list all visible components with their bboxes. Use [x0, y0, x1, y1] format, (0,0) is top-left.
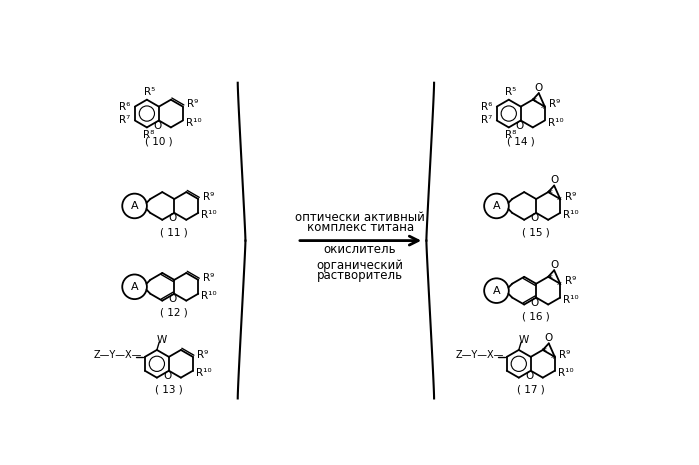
Text: комплекс титана: комплекс титана: [307, 221, 414, 234]
Text: R⁸: R⁸: [143, 130, 155, 140]
Text: *: *: [542, 347, 547, 357]
Text: органический: органический: [317, 259, 403, 272]
Text: R⁵: R⁵: [143, 87, 154, 97]
Text: A: A: [131, 201, 138, 211]
Text: *: *: [556, 196, 561, 206]
Text: оптически активный: оптически активный: [295, 211, 425, 224]
Text: O: O: [531, 298, 539, 308]
Text: O: O: [545, 333, 553, 343]
Text: O: O: [550, 175, 559, 185]
Text: Z—Y—X—: Z—Y—X—: [94, 350, 142, 360]
Text: A: A: [493, 286, 500, 296]
Text: *: *: [532, 97, 537, 107]
Text: R⁹: R⁹: [565, 276, 576, 286]
Text: O: O: [164, 371, 171, 381]
Text: O: O: [550, 260, 559, 270]
Text: A: A: [493, 201, 500, 211]
Text: R¹⁰: R¹⁰: [201, 291, 217, 301]
Text: *: *: [556, 281, 561, 291]
Text: R⁹: R⁹: [197, 350, 208, 359]
Text: R¹⁰: R¹⁰: [196, 368, 212, 378]
Text: Z—Y—X—: Z—Y—X—: [456, 350, 504, 360]
Text: O: O: [168, 213, 177, 223]
Text: ( 16 ): ( 16 ): [522, 312, 550, 322]
Text: *: *: [541, 104, 546, 114]
Text: R⁶: R⁶: [481, 102, 493, 112]
Text: R⁹: R⁹: [559, 350, 570, 359]
Text: R⁷: R⁷: [481, 115, 492, 126]
Text: R¹⁰: R¹⁰: [563, 295, 579, 305]
Text: O: O: [531, 213, 539, 223]
Text: R⁹: R⁹: [203, 272, 214, 283]
Text: O: O: [168, 294, 177, 304]
Text: W: W: [519, 335, 529, 345]
Text: ( 17 ): ( 17 ): [517, 385, 545, 395]
Text: O: O: [515, 121, 524, 131]
Text: R⁵: R⁵: [505, 87, 517, 97]
Text: R⁹: R⁹: [549, 100, 561, 109]
Text: *: *: [551, 354, 556, 364]
Text: R⁹: R⁹: [565, 192, 576, 202]
Text: A: A: [131, 282, 138, 292]
Text: R¹⁰: R¹⁰: [201, 210, 217, 220]
Text: ( 15 ): ( 15 ): [522, 227, 550, 237]
Text: R¹⁰: R¹⁰: [186, 118, 201, 128]
Text: R⁹: R⁹: [187, 100, 199, 109]
Text: R⁹: R⁹: [203, 192, 214, 202]
Text: R¹⁰: R¹⁰: [548, 118, 563, 128]
Text: R⁸: R⁸: [505, 130, 517, 140]
Text: O: O: [535, 83, 543, 93]
Text: ( 12 ): ( 12 ): [160, 308, 188, 318]
Text: ( 10 ): ( 10 ): [145, 136, 173, 146]
Text: O: O: [525, 371, 533, 381]
Text: R⁷: R⁷: [120, 115, 131, 126]
Text: растворитель: растворитель: [317, 269, 403, 282]
Text: *: *: [547, 189, 552, 199]
Text: R¹⁰: R¹⁰: [558, 368, 573, 378]
Text: ( 11 ): ( 11 ): [160, 227, 188, 237]
Text: W: W: [157, 335, 167, 345]
Text: O: O: [153, 121, 161, 131]
Text: ( 14 ): ( 14 ): [507, 136, 535, 146]
Text: окислитель: окислитель: [324, 243, 396, 256]
Text: R⁶: R⁶: [119, 102, 131, 112]
Text: R¹⁰: R¹⁰: [563, 210, 579, 220]
Text: ( 13 ): ( 13 ): [155, 385, 182, 395]
Text: *: *: [547, 274, 552, 284]
